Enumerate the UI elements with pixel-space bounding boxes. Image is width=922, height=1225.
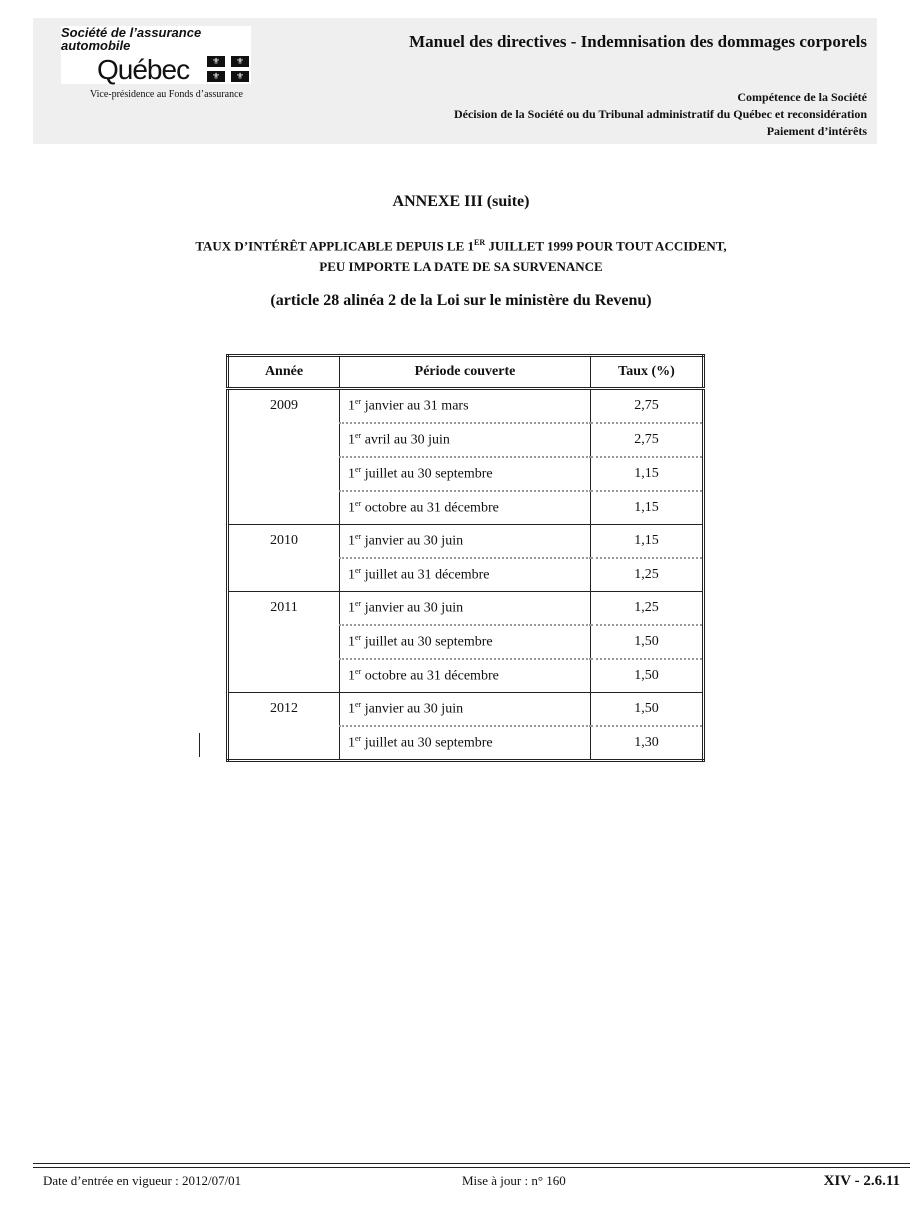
rate-cell: 1,50 (590, 625, 704, 660)
period-day: 1 (348, 500, 355, 516)
period-cell: 1er janvier au 30 juin (339, 591, 591, 626)
period-day: 1 (348, 634, 355, 650)
header-period: Période couverte (339, 355, 591, 390)
period-day: 1 (348, 567, 355, 583)
period-sup: er (355, 465, 362, 475)
rate-cell: 1,50 (590, 659, 704, 693)
heading-text: PEU IMPORTE LA DATE DE SA SURVENANCE (319, 259, 603, 275)
table-row: 2011 1er janvier au 30 juin 1,25 (227, 591, 704, 693)
period-text: janvier au 30 juin (361, 533, 464, 549)
heading-sup: ER (474, 238, 486, 247)
effective-date: Date d’entrée en vigueur : 2012/07/01 (43, 1173, 242, 1188)
interest-rate-table: Année Période couverte Taux (%) 2009 1er … (226, 354, 705, 762)
year-cell: 2011 (227, 591, 340, 693)
period-sup: er (355, 566, 362, 576)
period-cell: 1er juillet au 30 septembre (339, 625, 591, 660)
vice-presidence: Vice-présidence au Fonds d’assurance (90, 89, 243, 100)
period-day: 1 (348, 533, 355, 549)
fleur-de-lis-flag-icon: ⚜ ⚜ ⚜ ⚜ (207, 56, 249, 82)
period-cell: 1er juillet au 30 septembre (339, 457, 591, 492)
table-row: 1er juillet au 30 septembre 1,15 (228, 457, 704, 492)
heading-text: TAUX D’INTÉRÊT APPLICABLE DEPUIS LE 1 (195, 238, 475, 254)
table-row: 2009 1er janvier au 31 mars 2,75 (227, 388, 704, 525)
table-row: 1er juillet au 30 septembre 1,30 (228, 726, 704, 761)
rate-cell: 1,30 (590, 726, 704, 761)
year-cell: 2009 (227, 388, 340, 525)
rate-cell: 1,15 (590, 491, 704, 525)
period-text: juillet au 30 septembre (361, 735, 493, 751)
period-sup: er (355, 532, 362, 542)
period-text: janvier au 30 juin (361, 701, 464, 717)
header-rate: Taux (%) (590, 355, 704, 390)
margin-change-bar (199, 733, 200, 757)
rate-cell: 2,75 (590, 388, 704, 424)
table-row: 1er octobre au 31 décembre 1,50 (228, 659, 704, 693)
period-sup: er (355, 599, 362, 609)
rate-cell: 2,75 (590, 423, 704, 458)
year-cell: 2012 (227, 692, 340, 761)
period-cell: 1er janvier au 30 juin (339, 692, 591, 727)
rate-cell: 1,15 (590, 524, 704, 559)
logo-line1: Société de l’assurance (61, 25, 202, 40)
period-day: 1 (348, 398, 355, 414)
saaq-logo: Société de l’assurance automobile Québec … (61, 25, 251, 85)
table-row: 1er juillet au 31 décembre 1,25 (228, 558, 704, 592)
period-cell: 1er janvier au 30 juin (339, 524, 591, 559)
period-text: juillet au 30 septembre (361, 634, 493, 650)
rate-cell: 1,15 (590, 457, 704, 492)
rate-cell: 1,25 (590, 558, 704, 592)
period-day: 1 (348, 466, 355, 482)
period-cell: 1er juillet au 31 décembre (339, 558, 591, 592)
period-text: juillet au 30 septembre (361, 466, 493, 482)
article-reference: (article 28 alinéa 2 de la Loi sur le mi… (270, 292, 652, 309)
table-row: 1er juillet au 30 septembre 1,50 (228, 625, 704, 660)
year-cell: 2010 (227, 524, 340, 592)
period-sup: er (355, 499, 362, 509)
period-cell: 1er octobre au 31 décembre (339, 659, 591, 693)
rate-cell: 1,50 (590, 692, 704, 727)
period-cell: 1er janvier au 31 mars (339, 388, 591, 424)
update-number: Mise à jour : n° 160 (462, 1173, 566, 1188)
period-day: 1 (348, 735, 355, 751)
table-row: 1er octobre au 31 décembre 1,15 (228, 491, 704, 525)
period-sup: er (355, 431, 362, 441)
page-number: XIV - 2.6.11 (823, 1173, 900, 1189)
table-row: 2010 1er janvier au 30 juin 1,15 (227, 524, 704, 592)
period-sup: er (355, 700, 362, 710)
period-text: octobre au 31 décembre (361, 668, 499, 684)
heading-text: JUILLET 1999 POUR TOUT ACCIDENT, (485, 238, 727, 254)
period-day: 1 (348, 668, 355, 684)
period-cell: 1er octobre au 31 décembre (339, 491, 591, 525)
section-line: Paiement d’intérêts (766, 124, 867, 138)
period-text: janvier au 30 juin (361, 600, 464, 616)
period-text: octobre au 31 décembre (361, 500, 499, 516)
logo-line2: automobile (61, 38, 131, 53)
period-text: janvier au 31 mars (361, 398, 469, 414)
table-row: 2012 1er janvier au 30 juin 1,50 (227, 692, 704, 761)
footer-divider (33, 1163, 910, 1168)
period-cell: 1er juillet au 30 septembre (339, 726, 591, 761)
table-row: 1er avril au 30 juin 2,75 (228, 423, 704, 458)
period-sup: er (355, 734, 362, 744)
period-day: 1 (348, 701, 355, 717)
period-day: 1 (348, 600, 355, 616)
rate-cell: 1,25 (590, 591, 704, 626)
period-day: 1 (348, 432, 355, 448)
period-cell: 1er avril au 30 juin (339, 423, 591, 458)
period-sup: er (355, 397, 362, 407)
period-text: avril au 30 juin (361, 432, 450, 448)
rate-heading: TAUX D’INTÉRÊT APPLICABLE DEPUIS LE 1ER … (0, 232, 922, 277)
logo-quebec: Québec (97, 54, 190, 85)
annexe-title: ANNEXE III (suite) (392, 193, 530, 210)
section-path: Compétence de la Société Décision de la … (454, 89, 867, 140)
section-line: Décision de la Société ou du Tribunal ad… (453, 107, 867, 121)
header-year: Année (227, 355, 340, 390)
period-sup: er (355, 633, 362, 643)
page-header: Société de l’assurance automobile Québec … (33, 18, 877, 144)
manual-title: Manuel des directives - Indemnisation de… (409, 32, 867, 51)
period-text: juillet au 31 décembre (361, 567, 490, 583)
section-line: Compétence de la Société (737, 90, 867, 104)
period-sup: er (355, 667, 362, 677)
